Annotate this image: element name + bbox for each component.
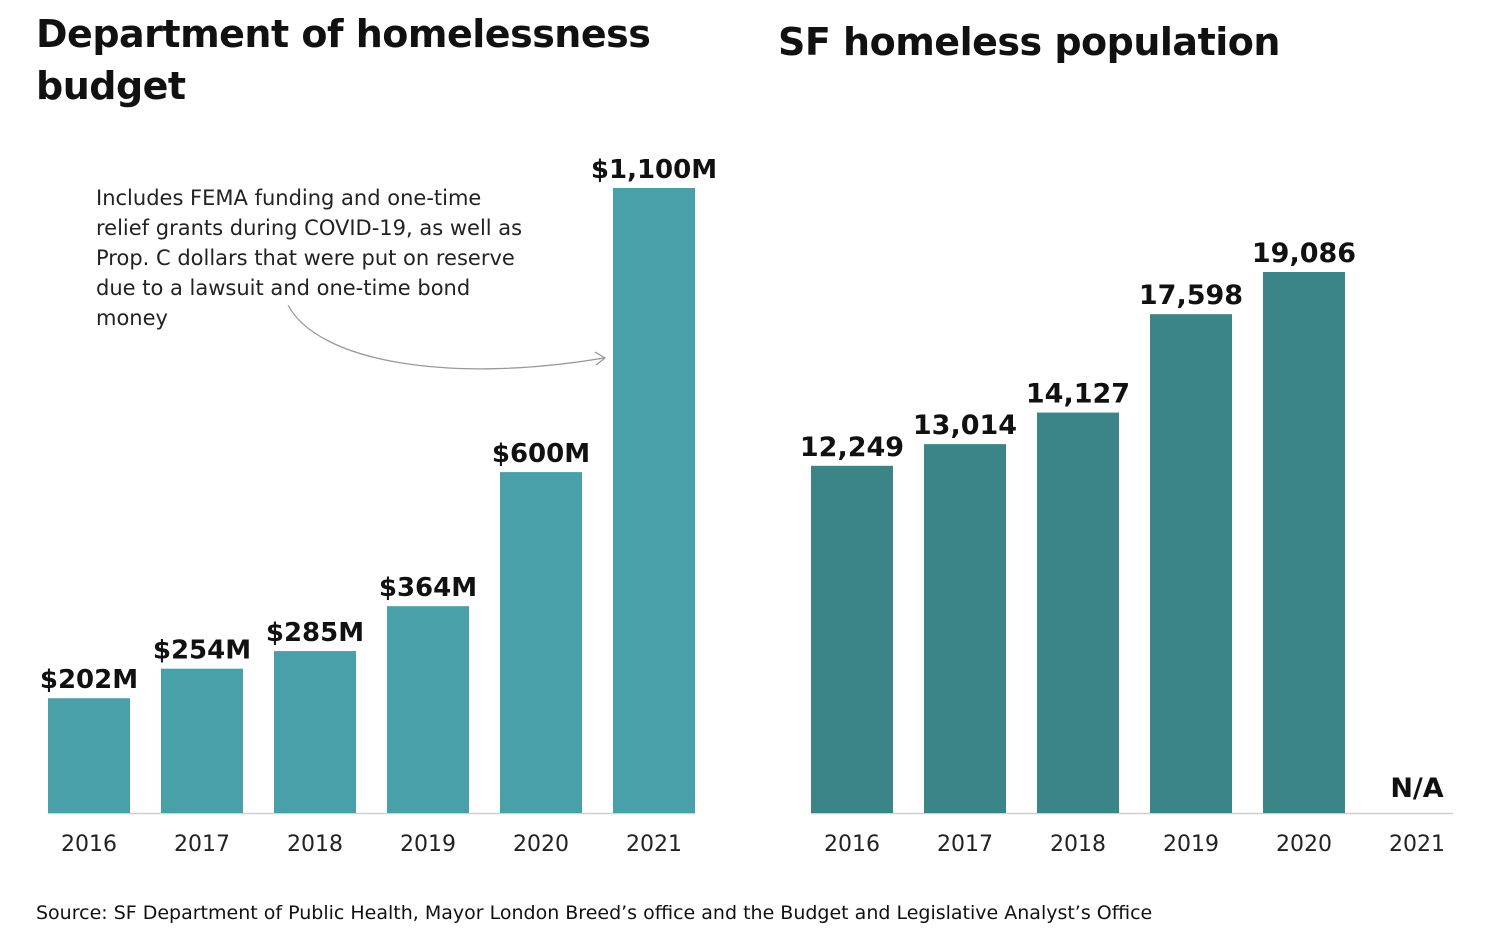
- population-tick-label-2017: 2017: [937, 832, 993, 857]
- budget-bar-2016: [48, 698, 130, 813]
- budget-chart-title: Department of homelessness budget: [36, 12, 651, 108]
- budget-bar-2020: [500, 472, 582, 813]
- budget-bar-2019: [387, 606, 469, 813]
- population-chart: 12,249 2016 13,014 2017 14,127 2018 17,598 2019…: [800, 238, 1453, 857]
- annotation-arrow: [287, 304, 605, 370]
- population-tick-label-2018: 2018: [1050, 832, 1106, 857]
- population-tick-label-2021: 2021: [1389, 832, 1445, 857]
- budget-tick-label-2021: 2021: [626, 832, 682, 857]
- population-tick-label-2019: 2019: [1163, 832, 1219, 857]
- population-tick-label-2016: 2016: [824, 832, 880, 857]
- budget-tick-label-2018: 2018: [287, 832, 343, 857]
- budget-bar-2021: [613, 188, 695, 813]
- budget-value-label-2017: $254M: [153, 636, 251, 666]
- population-tick-label-2020: 2020: [1276, 832, 1332, 857]
- budget-tick-label-2017: 2017: [174, 832, 230, 857]
- budget-value-label-2021: $1,100M: [591, 155, 717, 185]
- budget-value-label-2019: $364M: [379, 573, 477, 603]
- population-value-label-2016: 12,249: [800, 432, 904, 463]
- budget-value-label-2020: $600M: [492, 439, 590, 469]
- population-chart-title: SF homeless population: [778, 20, 1280, 64]
- budget-tick-label-2019: 2019: [400, 832, 456, 857]
- population-bar-2020: [1263, 272, 1345, 813]
- budget-tick-label-2020: 2020: [513, 832, 569, 857]
- population-bar-2019: [1150, 314, 1232, 813]
- population-bar-2017: [924, 444, 1006, 813]
- budget-value-label-2018: $285M: [266, 618, 364, 648]
- budget-bar-2017: [161, 668, 243, 813]
- budget-tick-label-2016: 2016: [61, 832, 117, 857]
- budget-bar-2018: [274, 651, 356, 813]
- annotation-arrowhead: [594, 351, 607, 366]
- population-value-label-2020: 19,086: [1252, 238, 1356, 269]
- population-bar-2016: [811, 465, 893, 813]
- budget-annotation: Includes FEMA funding and one-time relie…: [96, 186, 523, 330]
- population-value-label-2019: 17,598: [1139, 280, 1243, 311]
- source-note: Source: SF Department of Public Health, …: [36, 902, 1153, 924]
- population-value-label-2017: 13,014: [913, 410, 1017, 441]
- budget-chart: $202M 2016 $254M 2017 $285M 2018 $364M 2019 $600…: [40, 155, 717, 857]
- budget-value-label-2016: $202M: [40, 665, 138, 695]
- population-bar-2018: [1037, 412, 1119, 813]
- population-value-label-2021: N/A: [1390, 773, 1443, 804]
- population-value-label-2018: 14,127: [1026, 379, 1130, 410]
